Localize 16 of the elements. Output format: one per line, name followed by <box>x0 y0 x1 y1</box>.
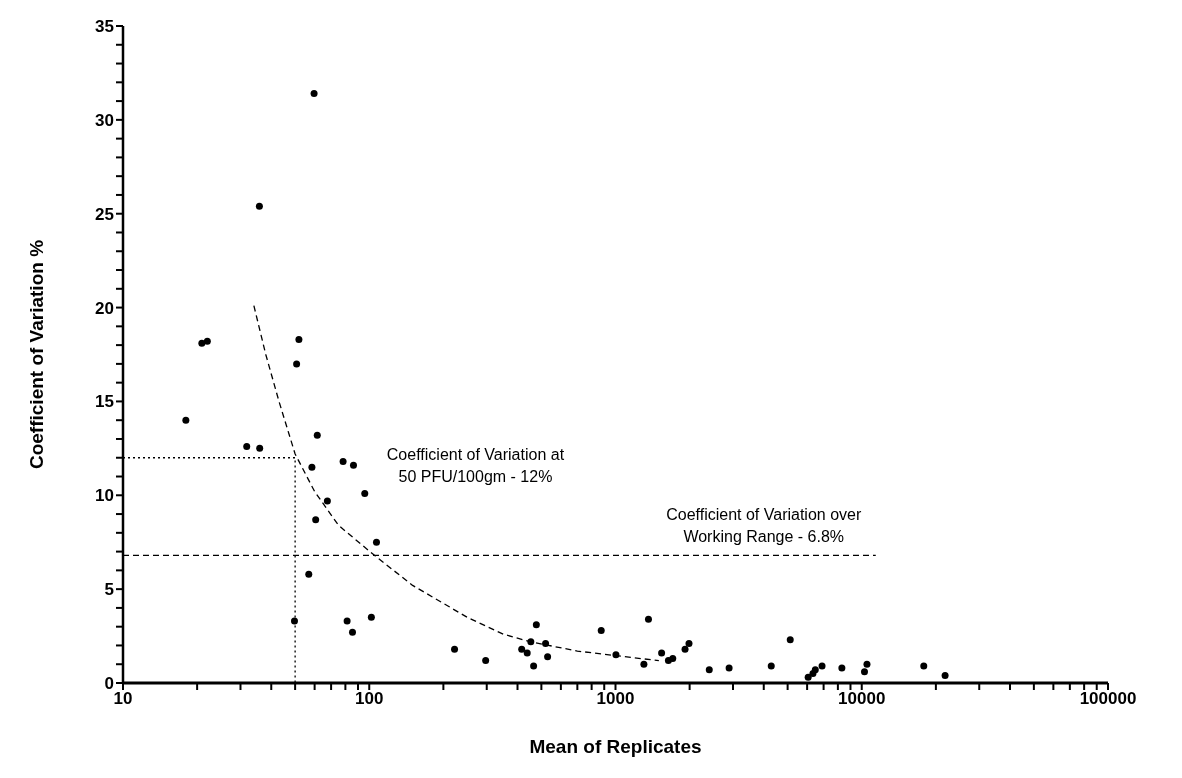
y-tick-label: 20 <box>95 298 114 318</box>
annotation: Coefficient of Variation at 50 PFU/100gm - 12% <box>386 446 565 486</box>
y-tick-label: 10 <box>95 486 114 506</box>
y-tick-label: 35 <box>95 17 114 37</box>
y-tick-label: 30 <box>95 110 114 130</box>
y-tick-label: 5 <box>104 580 114 600</box>
x-tick-label: 10000 <box>838 689 886 709</box>
x-tick-label: 100 <box>355 689 384 709</box>
annotation: Coefficient of Variation over Working Range - 6.8% <box>666 506 862 546</box>
x-tick-label: 1000 <box>596 689 635 709</box>
y-axis-title: Coefficient of Variation % <box>25 239 47 470</box>
x-axis-title: Mean of Replicates <box>529 736 702 757</box>
y-tick-label: 0 <box>104 674 114 694</box>
y-tick-label: 25 <box>95 204 114 224</box>
y-tick-label: 15 <box>95 392 114 412</box>
x-tick-label: 100000 <box>1079 689 1137 709</box>
